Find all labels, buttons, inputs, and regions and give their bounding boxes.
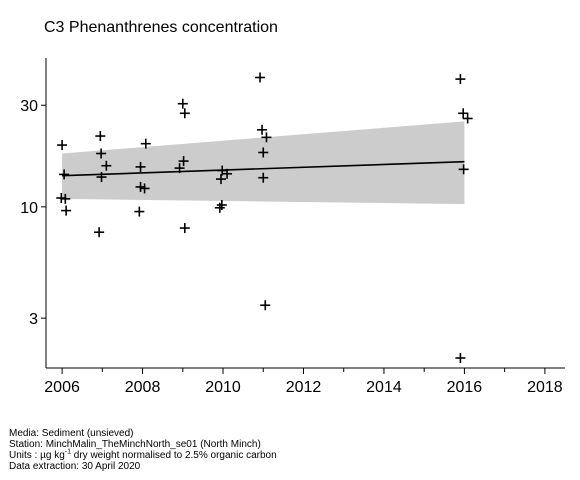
chart-title: C3 Phenanthrenes concentration: [44, 19, 278, 36]
x-tick-label: 2014: [366, 379, 402, 396]
x-tick-label: 2010: [205, 379, 241, 396]
footer-units: Units : µg kg-1 dry weight normalised to…: [9, 448, 277, 461]
data-point-5: [61, 205, 72, 216]
y-tick-label: 3: [29, 311, 38, 328]
data-point-6: [95, 131, 106, 142]
data-point-29: [216, 174, 227, 185]
data-point-35: [458, 164, 469, 175]
data-point-31: [214, 202, 225, 213]
data-point-23: [261, 132, 272, 143]
data-point-25: [258, 172, 269, 183]
data-point-7: [96, 148, 107, 159]
x-tick-label: 2018: [527, 379, 563, 396]
data-point-14: [139, 183, 150, 194]
x-tick-label: 2016: [447, 379, 483, 396]
data-point-1: [57, 140, 68, 151]
data-point-12: [135, 161, 146, 172]
data-point-33: [458, 108, 469, 119]
x-tick-label: 2012: [286, 379, 322, 396]
data-point-22: [257, 124, 268, 135]
data-point-21: [255, 72, 266, 83]
trend-line: [62, 160, 465, 177]
footer-station: Station: MinchMalin_TheMinchNorth_se01 (…: [9, 439, 261, 450]
data-point-17: [179, 108, 190, 119]
data-point-24: [258, 147, 269, 158]
x-tick-label: 2008: [125, 379, 161, 396]
data-point-11: [140, 138, 151, 149]
data-point-15: [134, 206, 145, 217]
data-point-32: [455, 74, 466, 85]
data-point-4: [60, 193, 71, 204]
data-point-20: [179, 223, 190, 234]
data-point-19: [174, 163, 185, 174]
data-point-2: [59, 169, 70, 180]
footer-units-superscript: -1: [64, 448, 72, 456]
chart-footer: Media: Sediment (unsieved) Station: Minc…: [9, 428, 277, 472]
data-point-8: [101, 160, 112, 171]
footer-media: Media: Sediment (unsieved): [9, 428, 134, 439]
data-point-28: [222, 168, 233, 179]
footer-units-suffix: dry weight normalised to 2.5% organic ca…: [71, 450, 277, 461]
data-point-9: [96, 172, 107, 183]
data-point-10: [94, 227, 105, 238]
data-point-16: [177, 98, 188, 109]
y-tick-label: 30: [20, 98, 38, 115]
x-tick-label: 2006: [44, 379, 80, 396]
footer-units-prefix: Units : µg kg: [9, 450, 65, 461]
data-point-18: [178, 156, 189, 167]
data-point-34: [462, 113, 473, 124]
data-point-26: [260, 300, 271, 311]
y-tick-label: 10: [20, 200, 38, 217]
data-point-36: [455, 352, 466, 363]
footer-extraction: Data extraction: 30 April 2020: [9, 461, 141, 472]
confidence-band: [62, 121, 465, 205]
